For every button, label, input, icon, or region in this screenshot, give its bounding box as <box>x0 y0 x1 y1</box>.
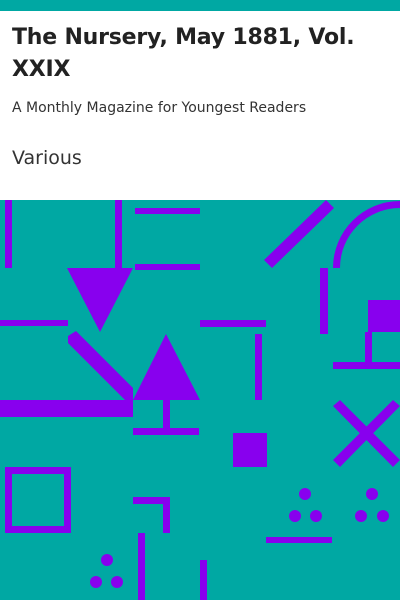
art-bar <box>64 467 71 533</box>
book-author: Various <box>12 147 82 169</box>
art-dot <box>377 510 389 522</box>
art-bar <box>133 497 170 504</box>
art-bar <box>320 268 328 334</box>
art-dot <box>355 510 367 522</box>
art-bar <box>255 334 262 400</box>
top-accent-bar <box>0 0 400 11</box>
art-bar <box>333 362 400 369</box>
art-dot <box>289 510 301 522</box>
art-dot <box>299 488 311 500</box>
art-square <box>233 433 267 467</box>
art-diagonal <box>264 200 334 268</box>
art-bar <box>133 428 199 435</box>
art-square <box>368 300 400 332</box>
art-bar <box>135 208 200 214</box>
art-bar <box>365 332 372 366</box>
art-bar <box>163 400 170 430</box>
art-bar <box>200 320 266 327</box>
art-bar <box>200 560 207 600</box>
art-dot <box>366 488 378 500</box>
art-dot <box>310 510 322 522</box>
art-x-stroke <box>333 400 400 467</box>
art-bar <box>115 200 122 270</box>
art-bar <box>5 467 12 533</box>
art-bar <box>266 537 332 543</box>
book-subtitle: A Monthly Magazine for Youngest Readers <box>12 100 307 116</box>
art-bar <box>5 200 12 268</box>
art-dot <box>90 576 102 588</box>
art-bar <box>0 400 133 417</box>
art-triangle-down <box>67 268 133 332</box>
cover-art <box>0 200 400 600</box>
art-dot <box>101 554 113 566</box>
art-diagonal <box>68 331 133 400</box>
art-triangle-up <box>133 334 200 400</box>
book-title: The Nursery, May 1881, Vol. XXIX <box>12 25 355 82</box>
art-bar <box>138 533 145 600</box>
art-bar <box>163 497 170 533</box>
art-bar <box>135 264 200 270</box>
art-bar <box>0 320 68 326</box>
art-bar <box>12 526 68 533</box>
art-arc <box>333 201 400 268</box>
art-dot <box>111 576 123 588</box>
art-bar <box>5 467 68 474</box>
